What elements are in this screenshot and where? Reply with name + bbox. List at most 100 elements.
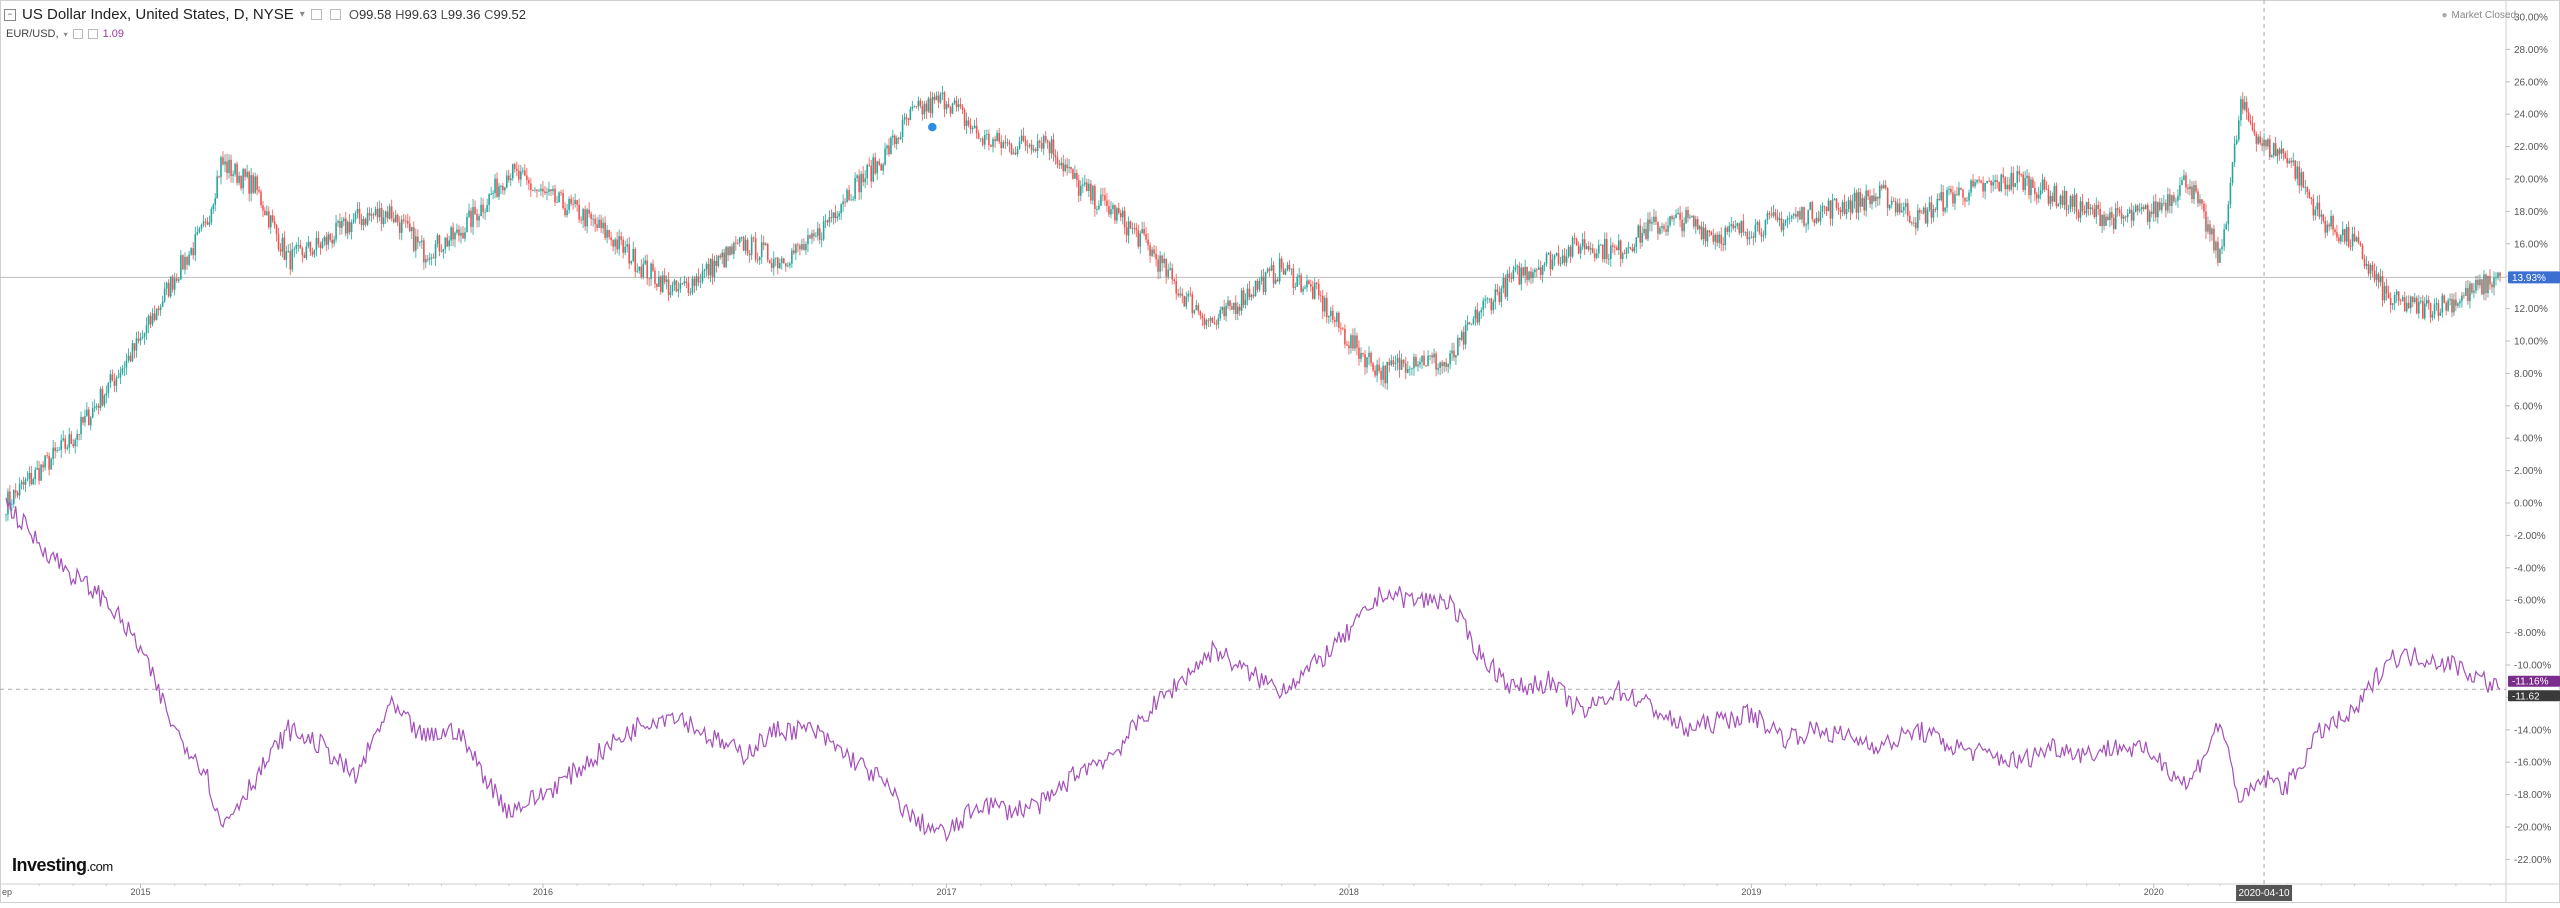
- candle-body: [2171, 195, 2173, 206]
- candle-body: [556, 202, 558, 203]
- candle-body: [729, 246, 731, 256]
- candle-body: [2047, 189, 2050, 204]
- candle-body: [1880, 185, 1883, 189]
- candle-body: [1595, 253, 1598, 258]
- candle-body: [836, 216, 839, 219]
- candle-body: [1970, 180, 1972, 193]
- candle-body: [1306, 280, 1308, 288]
- candle-body: [2265, 139, 2267, 147]
- candle-body: [2014, 183, 2017, 187]
- hide-box-icon[interactable]: [329, 9, 341, 20]
- chevron-down-icon[interactable]: ▾: [63, 29, 68, 39]
- candle-body: [2249, 120, 2252, 123]
- candle-body: [1006, 142, 1009, 144]
- settings-box-icon[interactable]: [72, 29, 83, 39]
- settings-box-icon[interactable]: [310, 9, 322, 20]
- candle-body: [1219, 310, 1222, 319]
- market-status: ● Market Closed: [2441, 10, 2516, 21]
- candle-body: [1867, 190, 1869, 197]
- candle-body: [927, 98, 930, 112]
- candle-body: [2367, 263, 2370, 274]
- candle-body: [72, 443, 75, 447]
- candle-body: [667, 279, 670, 296]
- candle-body: [1317, 283, 1320, 296]
- candle-body: [1072, 169, 1074, 179]
- candle-body: [1992, 182, 1994, 186]
- candle-body: [1510, 278, 1513, 279]
- candle-body: [1716, 234, 1718, 243]
- candle-body: [2148, 211, 2151, 222]
- candle-body: [866, 164, 868, 179]
- candle-body: [1855, 192, 1858, 213]
- candle-body: [293, 248, 296, 250]
- hide-box-icon[interactable]: [87, 29, 98, 39]
- candle-body: [1859, 192, 1862, 207]
- candle-body: [1956, 194, 1958, 196]
- candle-body: [536, 189, 538, 192]
- candle-body: [1829, 200, 1832, 219]
- candle-body: [2347, 227, 2350, 247]
- candle-body: [2425, 299, 2428, 304]
- candle-body: [30, 472, 33, 485]
- candle-body: [594, 218, 596, 225]
- candle-body: [899, 136, 902, 139]
- candle-body: [305, 246, 308, 259]
- candle-body: [2375, 273, 2378, 280]
- candle-body: [1669, 216, 1671, 226]
- candle-body: [1145, 234, 1147, 240]
- candle-body: [1236, 306, 1239, 314]
- candle-body: [2225, 224, 2228, 230]
- candle-body: [2041, 179, 2044, 191]
- candle-body: [267, 211, 270, 228]
- candle-body: [2215, 241, 2217, 251]
- candle-body: [1966, 200, 1968, 202]
- candle-body: [2341, 229, 2344, 236]
- high-label: H: [395, 7, 405, 22]
- candle-body: [2389, 298, 2392, 306]
- candle-body: [1683, 223, 1685, 232]
- candle-body: [511, 164, 514, 179]
- candle-body: [1627, 247, 1630, 249]
- candle-body: [1268, 268, 1271, 271]
- candle-body: [1714, 234, 1717, 242]
- candle-body: [1278, 258, 1281, 282]
- candle-body: [911, 106, 914, 109]
- collapse-icon[interactable]: −: [4, 8, 16, 21]
- candle-body: [1754, 224, 1757, 238]
- candle-body: [230, 159, 232, 176]
- candle-body: [939, 94, 942, 103]
- candle-body: [888, 145, 890, 155]
- candle-body: [2067, 208, 2070, 210]
- candle-body: [1203, 318, 1206, 325]
- candle-body: [740, 237, 743, 238]
- candle-body: [1875, 196, 1877, 201]
- compare-symbol[interactable]: EUR/USD,: [6, 28, 59, 40]
- candle-body: [574, 200, 576, 205]
- low-value: 99.36: [447, 7, 481, 22]
- candle-body: [2379, 276, 2382, 283]
- candle-body: [281, 237, 284, 252]
- candle-body: [640, 266, 643, 278]
- candle-body: [2261, 143, 2263, 146]
- candle-body: [1738, 223, 1741, 234]
- candle-body: [2369, 264, 2372, 274]
- candle-body: [723, 252, 725, 268]
- candle-body: [2349, 246, 2352, 248]
- candle-body: [2449, 298, 2451, 301]
- candle-body: [959, 104, 962, 107]
- chevron-down-icon[interactable]: ▾: [299, 9, 305, 20]
- low-label: L: [440, 7, 448, 22]
- symbol-title[interactable]: US Dollar Index, United States, D, NYSE: [22, 6, 294, 23]
- candle-body: [159, 306, 162, 311]
- x-tick-label: 2017: [936, 887, 956, 897]
- candle-body: [2169, 194, 2171, 206]
- candle-body: [2051, 196, 2054, 202]
- candle-body: [2433, 304, 2436, 315]
- candle-body: [7, 491, 9, 515]
- candle-body: [949, 107, 952, 114]
- candle-body: [935, 95, 938, 101]
- candle-body: [2274, 143, 2277, 156]
- event-marker-icon[interactable]: [926, 121, 939, 133]
